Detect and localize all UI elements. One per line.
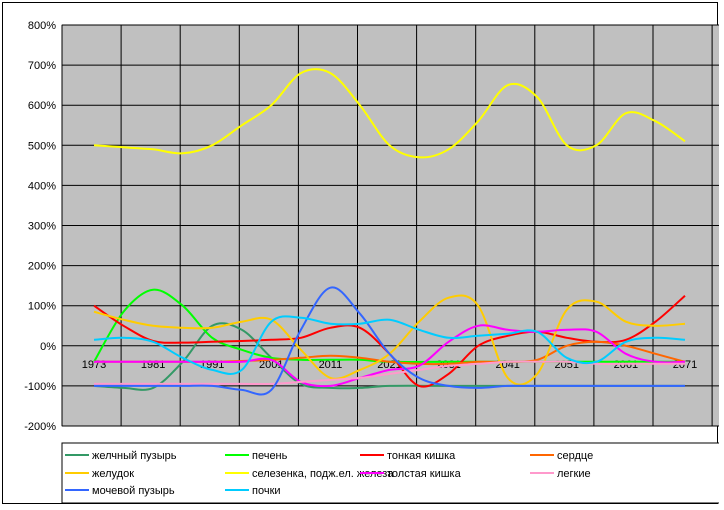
y-tick-label: 200% [28, 261, 56, 273]
y-axis: 800% 700% 600% 500% 400% 300% 200% 100% 0% -100% -… [24, 20, 56, 433]
y-tick-label: -100% [24, 381, 56, 393]
series-line [94, 286, 685, 396]
y-tick-label: 600% [28, 100, 56, 112]
y-tick-label: 400% [28, 180, 56, 192]
y-tick-label: -200% [24, 421, 56, 433]
y-tick-label: 700% [28, 60, 56, 72]
y-tick-label: 100% [28, 301, 56, 313]
y-tick-label: 800% [28, 20, 56, 32]
legend-label: почки [252, 485, 281, 497]
series-line [93, 68, 686, 159]
y-tick-label: 500% [28, 140, 56, 152]
chart-frame: 800% 700% 600% 500% 400% 300% 200% 100% 0% -100% -… [2, 2, 722, 504]
legend-label: селезенка, подж.ел. железа [252, 468, 394, 480]
x-tick-label: 2001 [259, 359, 283, 371]
x-tick-label: 2011 [319, 359, 343, 371]
legend-label: мочевой пузырь [92, 485, 175, 497]
series-line [93, 315, 686, 375]
legend-box [61, 442, 722, 504]
legend-label: толстая кишка [387, 468, 462, 480]
legend-label: печень [252, 450, 288, 462]
legend: желчный пузырь печень тонкая кишка сердце же… [61, 442, 722, 504]
legend-label: желудок [92, 468, 134, 480]
series-layer [93, 68, 686, 396]
line-chart: 800% 700% 600% 500% 400% 300% 200% 100% 0% -100% -… [24, 20, 722, 504]
x-tick-label: 1981 [141, 359, 165, 371]
y-tick-label: 300% [28, 221, 56, 233]
y-tick-label: 0% [40, 341, 56, 353]
legend-label: желчный пузырь [92, 450, 177, 462]
legend-label: тонкая кишка [387, 450, 456, 462]
legend-label: сердце [557, 450, 593, 462]
legend-label: легкие [557, 468, 591, 480]
